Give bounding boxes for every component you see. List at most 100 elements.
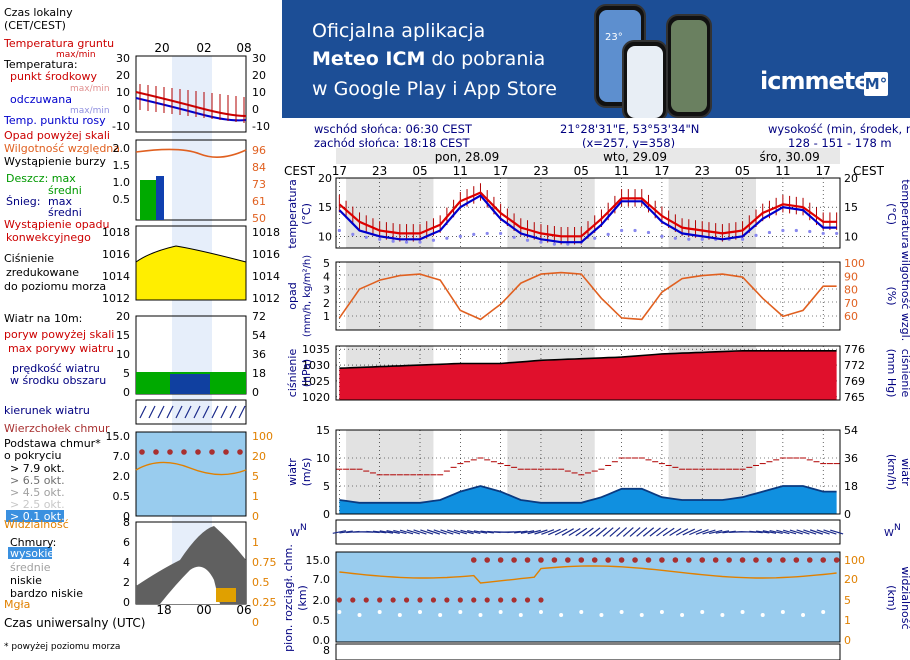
wind-tick-right: 36 — [844, 452, 858, 465]
legend-okt-bg — [6, 510, 64, 522]
legend-cbase-tick-left: 0 — [123, 510, 130, 523]
legend-humidity-line — [135, 148, 247, 158]
hour-label: 05 — [574, 164, 589, 178]
wind-arrow — [379, 530, 394, 534]
cloud-base-dot — [538, 597, 544, 603]
pressure-unit: (hPa) — [300, 359, 313, 387]
dew-point-dot — [835, 231, 839, 236]
wind-ylabel: wiatr — [286, 458, 299, 486]
legend-snow-max: max — [48, 195, 72, 208]
legend-pressure-tick-left: 1018 — [102, 226, 130, 239]
wind-arrow — [715, 530, 730, 534]
cloud-top-dot — [578, 557, 585, 563]
cloud-top-dot — [645, 557, 652, 563]
legend-clouds-mid: średnie — [10, 561, 51, 574]
series-line-pressure — [339, 350, 837, 369]
wind-tick-left: 5 — [323, 480, 330, 493]
cloud-top-dot — [551, 557, 558, 563]
temp-tick-left: 10 — [318, 230, 332, 243]
cloud-top-dot — [524, 557, 531, 563]
legend-wind-speed-1: prędkość wiatru — [12, 362, 100, 375]
visibility-tick-right: 1 — [844, 614, 851, 627]
legend-pressure-2: zredukowane — [6, 266, 79, 279]
wind-arrow — [830, 529, 844, 535]
legend-temp-tick-left: 10 — [116, 86, 130, 99]
legend-temp-line — [135, 91, 247, 117]
wind-arrow — [776, 529, 790, 535]
wind-arrow — [473, 530, 488, 534]
wind-arrow — [662, 527, 675, 537]
dew-point-dot — [646, 230, 651, 235]
legend-wind-arrow — [238, 405, 246, 419]
cloud-base-dot-light — [458, 610, 463, 614]
wind-arrow — [332, 530, 347, 534]
cloud-base-dot — [336, 597, 342, 603]
dew-point-dot — [794, 228, 798, 233]
precip-tick-left: 1 — [323, 310, 330, 323]
cloud-base-dot-light — [418, 610, 422, 614]
cloud-base-dot-light — [438, 613, 443, 617]
legend-column: Czas lokalny(CET/CEST)20 02 08Temperatura … — [3, 6, 280, 630]
wind-arrow — [616, 527, 628, 537]
dew-point-dot — [337, 228, 341, 233]
legend-wind-tick-right: 36 — [252, 348, 266, 361]
cloud-base-dot-light — [599, 613, 604, 617]
temp-tick-left: 15 — [318, 201, 332, 214]
legend-clouds-low: niskie — [10, 574, 42, 587]
wind-arrow — [682, 528, 696, 536]
legend-clouds-tick-right: 0.75 — [252, 556, 277, 569]
visibility-tick-right: 5 — [844, 594, 851, 607]
legend-pressure-tick-left: 1016 — [102, 248, 130, 261]
dew-point-dot — [606, 232, 610, 236]
legend-gust-above: poryw powyżej skali — [4, 328, 114, 341]
cloud-top-dot — [565, 557, 571, 563]
visibility-tick-right: 100 — [844, 554, 865, 567]
legend-wind-tick-left: 5 — [123, 367, 130, 380]
dew-point-dot — [660, 234, 664, 238]
legend-wind-arrow — [139, 405, 147, 419]
series-line-wind — [339, 485, 837, 504]
wind-arrow — [803, 529, 817, 535]
dew-point-dot — [687, 237, 691, 241]
legend-temp-mid: punkt środkowy — [10, 70, 98, 83]
legend-wind-tick-left: 15 — [116, 329, 130, 342]
tz-label-left: CEST — [284, 164, 316, 178]
cloud-base-dot-light — [801, 613, 806, 617]
hour-label: 23 — [695, 164, 710, 178]
legend-temp-tick-right: 0 — [252, 103, 259, 116]
legend-temp-tick-left: 20 — [116, 69, 130, 82]
legend-pressure-tick-right: 1018 — [252, 226, 280, 239]
legend-clouds-title: Chmury: — [10, 536, 56, 549]
legend-cloud-base-1: Podstawa chmur* — [4, 437, 101, 450]
legend-cloudtop-dot — [153, 449, 159, 455]
precip-ylabel: opad — [286, 282, 299, 309]
legend-cloudtop-dot — [167, 449, 173, 455]
legend-wind-arrow — [175, 405, 183, 419]
cloud-top-dot — [793, 557, 800, 563]
legend-cloud-top: Wierzchołek chmur — [4, 422, 110, 435]
cloud-top-dot — [605, 557, 611, 563]
wind-arrow — [507, 530, 521, 534]
legend-wind-arrow — [157, 405, 165, 419]
cloud-base-dot-light — [357, 613, 362, 617]
icmmeteo-logo-badge: M° — [864, 72, 888, 96]
cloud-base-dot — [350, 597, 356, 603]
wind-tick-left: 0 — [323, 508, 330, 521]
pressure-tick-left: 1025 — [302, 375, 330, 388]
wind-unit: (m/s) — [300, 458, 313, 487]
hour-label: 17 — [493, 164, 508, 178]
wind-arrow — [629, 527, 641, 537]
legend-wind-tick-right: 18 — [252, 367, 266, 380]
wind-arrow — [609, 527, 621, 537]
hour-label: 11 — [614, 164, 629, 178]
wind-arrow — [595, 527, 608, 537]
legend-rain-bar — [140, 180, 156, 220]
precip-tick-left: 3 — [323, 284, 330, 297]
wind-tick-right: 54 — [844, 424, 858, 437]
wind-arrow — [809, 529, 824, 535]
legend-cbase-tick-left: 0.5 — [113, 490, 131, 503]
hour-label: 05 — [735, 164, 750, 178]
promo-banner[interactable]: Oficjalna aplikacja Meteo ICM do pobrani… — [282, 0, 910, 118]
wind-arrow — [460, 529, 474, 535]
humidity-tick-right: 90 — [844, 270, 858, 283]
